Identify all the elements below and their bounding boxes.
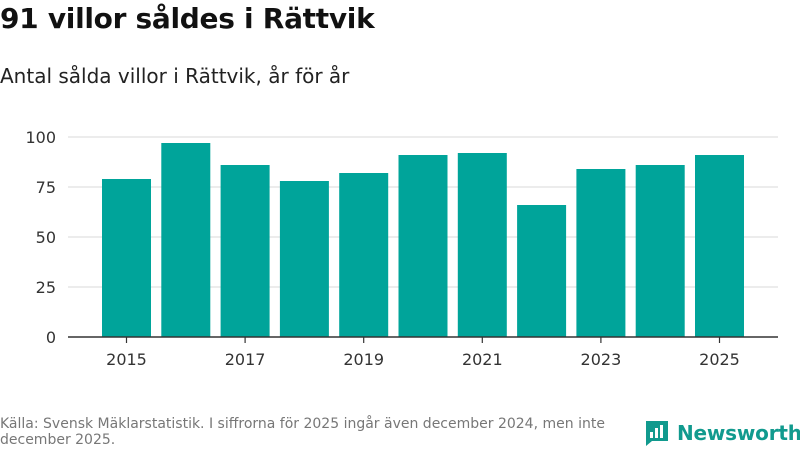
bar-2025: [695, 155, 744, 337]
y-axis-ticks: 0 25 50 75 100: [25, 128, 56, 347]
bar-2018: [279, 181, 329, 337]
bar-2020: [398, 155, 448, 337]
bar-2023: [576, 169, 626, 337]
x-tick-label: 2015: [106, 350, 147, 369]
x-tick-label: 2023: [581, 350, 622, 369]
x-axis-ticks: 2015 2017 2019 2021 2023 2025: [106, 337, 740, 369]
bars: [102, 143, 744, 337]
y-tick-label: 25: [36, 278, 56, 297]
bar-chart: 0 25 50 75 100 2015 2017 2019 2021 2023 2025: [25, 128, 778, 369]
y-tick-label: 0: [46, 328, 56, 347]
x-tick-label: 2017: [225, 350, 266, 369]
bar-2024: [635, 165, 685, 337]
bar-2022: [517, 205, 567, 337]
bar-2015: [102, 179, 151, 337]
bar-chart-logo-icon: [646, 421, 668, 446]
bar-2019: [339, 173, 389, 337]
newsworthy-logo: Newsworthy: [644, 418, 800, 448]
bar-2017: [220, 165, 270, 337]
x-tick-label: 2019: [343, 350, 384, 369]
x-tick-label: 2025: [699, 350, 740, 369]
brand-name: Newsworthy: [677, 421, 800, 445]
chart-title: 91 villor såldes i Rättvik: [0, 2, 375, 35]
source-note: Källa: Svensk Mäklarstatistik. I siffror…: [0, 416, 605, 448]
x-tick-label: 2021: [462, 350, 503, 369]
y-tick-label: 75: [36, 178, 56, 197]
y-tick-label: 50: [36, 228, 56, 247]
chart-subtitle: Antal sålda villor i Rättvik, år för år: [0, 64, 350, 88]
bar-2021: [457, 153, 507, 337]
y-tick-label: 100: [25, 128, 56, 147]
bar-2016: [161, 143, 211, 337]
